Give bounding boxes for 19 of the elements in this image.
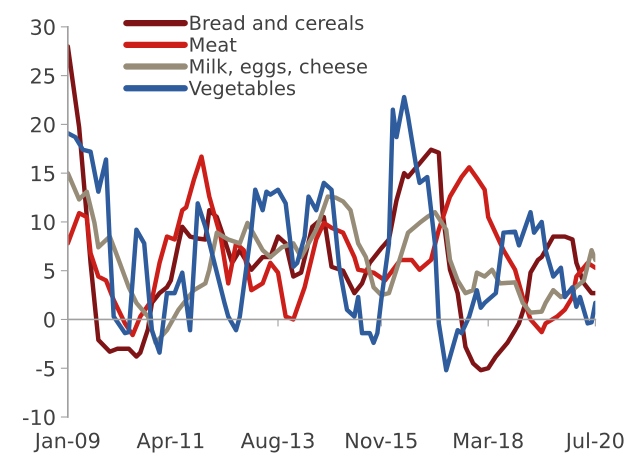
y-tick-label: 0 <box>44 312 55 328</box>
legend-label: Bread and cereals <box>190 15 364 30</box>
legend-label: Vegetables <box>188 80 296 100</box>
x-tick-label: Aug-13 <box>240 432 314 452</box>
legend-label: Milk, eggs, cheese <box>190 58 367 78</box>
y-tick-label: 10 <box>32 214 55 230</box>
x-tick-label: Nov-15 <box>346 432 417 448</box>
y-tick-label: -10 <box>23 409 55 426</box>
y-tick-label: 5 <box>44 263 54 279</box>
x-tick-label: Apr-11 <box>136 432 204 452</box>
legend-label: Meat <box>190 37 236 52</box>
x-tick-label: Jan-09 <box>34 432 100 452</box>
y-tick-label: 20 <box>31 116 55 133</box>
y-tick-label: 15 <box>32 166 54 182</box>
x-tick-label: Jul-20 <box>564 432 624 452</box>
x-tick-label: Mar-18 <box>454 432 523 448</box>
y-tick-label: 30 <box>31 19 55 36</box>
y-tick-label: -5 <box>36 360 54 376</box>
y-tick-label: 25 <box>31 68 54 84</box>
